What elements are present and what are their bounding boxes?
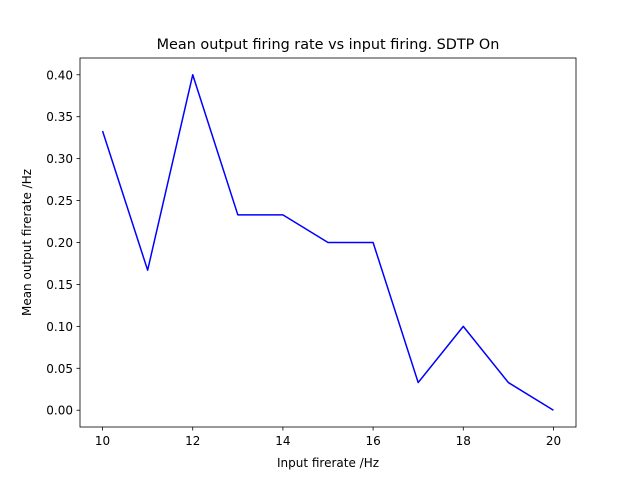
series-layer (101, 74, 554, 411)
x-axis-ticks: 10 12 14 16 18 20 (95, 427, 561, 448)
y-axis-label: Mean output firerate /Hz (20, 169, 34, 316)
x-axis-label: Input firerate /Hz (277, 456, 379, 470)
chart-title: Mean output firing rate vs input firing.… (157, 37, 500, 53)
y-tick-label: 0.40 (46, 68, 73, 82)
y-tick-label: 0.20 (46, 236, 73, 250)
y-tick-label: 0.25 (46, 194, 73, 208)
y-tick-label: 0.10 (46, 320, 73, 334)
y-tick-label: 0.30 (46, 152, 73, 166)
x-tick-label: 20 (546, 434, 561, 448)
x-tick-label: 18 (456, 434, 471, 448)
y-tick-label: 0.00 (46, 404, 73, 418)
y-axis-ticks: 0.00 0.05 0.10 0.15 0.20 0.25 0.30 0.35 0.40 (46, 68, 80, 418)
y-tick-label: 0.15 (46, 278, 73, 292)
x-tick-label: 10 (95, 434, 110, 448)
x-tick-label: 14 (275, 434, 290, 448)
x-tick-label: 12 (185, 434, 200, 448)
y-tick-label: 0.05 (46, 362, 73, 376)
series-line (101, 74, 554, 411)
y-tick-label: 0.35 (46, 110, 73, 124)
x-tick-label: 16 (365, 434, 380, 448)
